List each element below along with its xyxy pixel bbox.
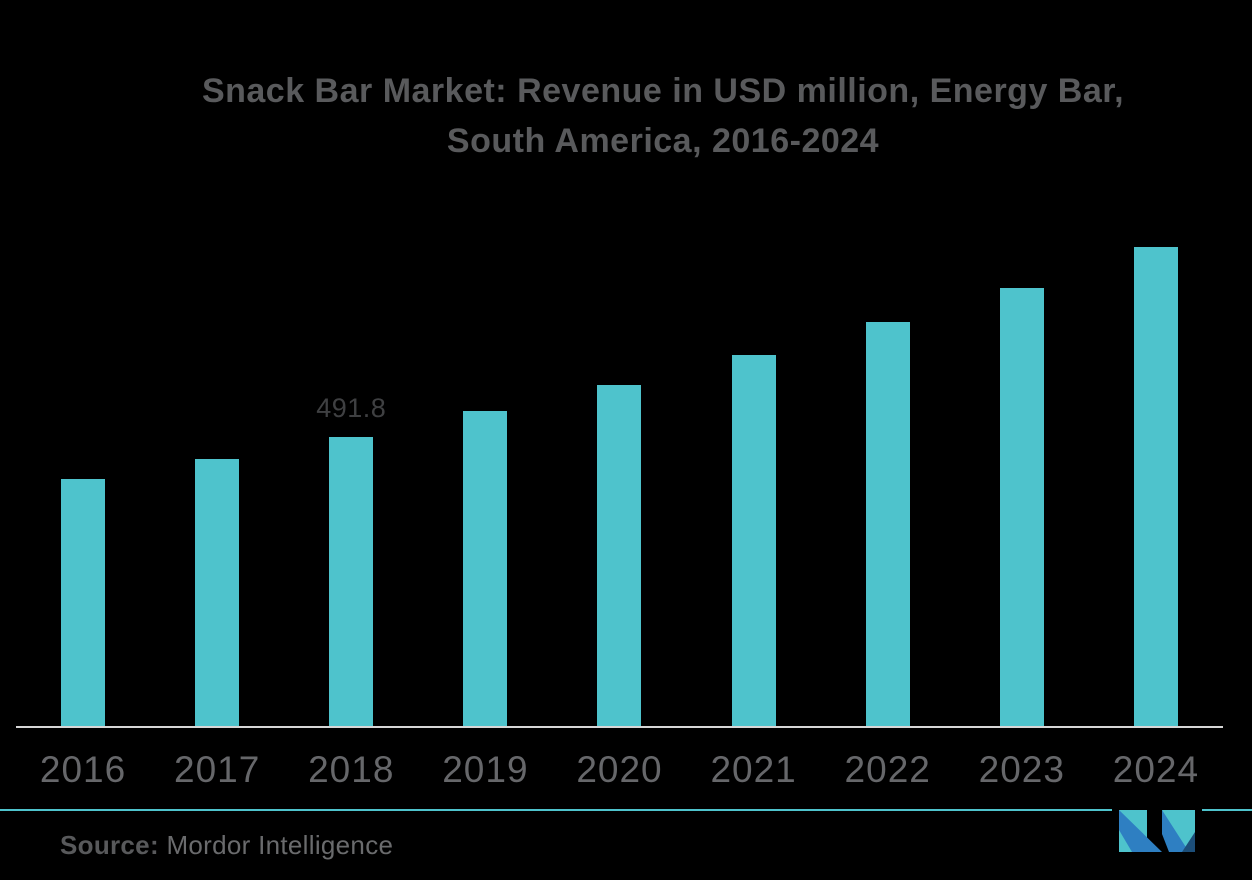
bar-2023 <box>999 288 1044 726</box>
x-tick-2018: 2018 <box>308 749 395 790</box>
chart-title-line1: Snack Bar Market: Revenue in USD million… <box>201 72 1125 110</box>
bar-slot-2018: 491.8 <box>284 393 418 726</box>
source-label: Source: <box>60 830 159 860</box>
x-axis: 2016 2017 2018 2019 2020 2021 2022 2023 2024 <box>16 749 1223 791</box>
bar-2020 <box>597 385 642 726</box>
x-axis-line <box>16 726 1223 728</box>
bar-2021 <box>731 355 776 726</box>
x-tick-2021: 2021 <box>710 749 797 790</box>
bar-slot-2023 <box>955 288 1089 726</box>
footer-accent-rule <box>0 809 1252 811</box>
x-tick-2022: 2022 <box>844 749 931 790</box>
mordor-intelligence-logo <box>1112 804 1202 856</box>
x-tick-2017: 2017 <box>174 749 261 790</box>
x-tick-2019: 2019 <box>442 749 529 790</box>
bar-2019 <box>463 411 508 726</box>
bar-slot-2017 <box>150 459 284 726</box>
bar-slot-2016 <box>16 479 150 726</box>
x-tick-2023: 2023 <box>978 749 1065 790</box>
chart-title: Snack Bar Market: Revenue in USD million… <box>37 66 1252 166</box>
plot-area: 491.8 <box>16 0 1223 726</box>
source-text: Mordor Intelligence <box>166 830 394 860</box>
x-tick-2024: 2024 <box>1112 749 1200 790</box>
bar-slot-2022 <box>821 322 955 726</box>
x-tick-2016: 2016 <box>39 749 127 790</box>
source-line: Source: Mordor Intelligence <box>60 830 393 861</box>
bar-slot-2024 <box>1089 247 1223 726</box>
bar-value-label-2018: 491.8 <box>316 393 387 423</box>
bar-slot-2021 <box>687 355 821 726</box>
mordor-intelligence-logo-icon <box>1119 810 1195 852</box>
bar-2018 <box>329 437 374 726</box>
bar-slot-2020 <box>552 385 686 726</box>
bar-2016 <box>61 479 106 726</box>
bar-2022 <box>865 322 910 726</box>
bar-2024 <box>1133 247 1178 726</box>
bar-slot-2019 <box>418 411 552 726</box>
bar-2017 <box>195 459 240 726</box>
x-tick-2020: 2020 <box>576 749 663 790</box>
chart-title-line2: South America, 2016-2024 <box>446 122 880 160</box>
